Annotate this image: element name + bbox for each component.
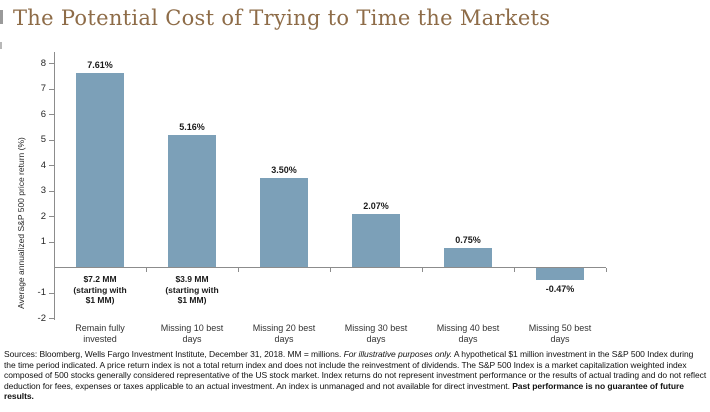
y-axis-tick [49,190,54,192]
bar [352,214,400,267]
bar [168,135,216,267]
y-axis-tick [49,241,54,243]
y-axis-tick [49,88,54,90]
y-axis-tick [49,139,54,141]
bar [260,177,308,267]
bar [76,72,124,267]
x-axis-tick [238,268,239,272]
y-axis-tick-label: -2 [37,312,46,324]
x-axis-tick [54,268,55,272]
y-axis-tick [49,63,54,64]
left-edge-mark [0,10,3,24]
y-axis-tick-label: 5 [40,134,46,145]
source-footnote: Sources: Bloomberg, Wells Fargo Investme… [4,349,707,402]
y-axis-tick-label: 2 [40,210,46,222]
x-axis-category-label: Missing 20 best days [252,323,316,344]
footnote-sources: Sources: Bloomberg, Wells Fargo Investme… [4,349,344,359]
footnote-illustrative: For illustrative purposes only. [343,349,452,359]
y-axis-tick [49,165,54,166]
bar-annotation: $7.2 MM (starting with $1 MM) [73,274,127,305]
bar-data-label: 0.75% [455,234,481,245]
bar-data-label: 5.16% [179,122,205,133]
bar [536,268,584,280]
bar-data-label: 3.50% [271,164,297,175]
x-axis-tick [422,268,423,272]
y-axis-tick-label: 1 [40,236,46,247]
x-axis-tick [330,268,331,272]
y-axis-tick-label: 7 [40,83,46,94]
left-edge-mark-small [0,42,2,49]
bar-data-label: 7.61% [87,59,113,70]
footnote-disclaimer: Past performance is no guarantee of futu… [4,380,684,402]
y-axis-tick [49,216,54,217]
y-axis-tick [49,318,54,319]
y-axis-tick [49,114,54,115]
chart-title: The Potential Cost of Trying to Time the… [13,6,551,30]
bar-data-label: -0.47% [545,283,575,294]
y-axis-tick-label: 4 [40,159,46,171]
x-axis-tick [514,268,515,272]
bar-data-label: 2.07% [363,201,389,212]
y-axis-tick-label: 3 [40,185,46,196]
footnote-body: A hypothetical $1 million investment in … [4,349,707,391]
x-axis-category-label: Remain fully invested [75,323,125,344]
x-axis-category-label: Missing 50 best days [528,323,592,344]
y-axis-tick-label: 8 [40,57,46,69]
y-axis-line [54,52,55,320]
x-axis-category-label: Missing 30 best days [344,323,408,344]
bar [444,247,492,267]
y-axis-tick-label: 6 [40,108,46,120]
x-axis-tick [606,268,607,272]
x-axis-category-label: Missing 40 best days [436,323,500,344]
bar-chart: Average annualized S&P 500 price return … [0,38,710,348]
x-axis-tick [146,268,147,272]
x-axis-line [54,267,606,268]
y-axis-tick-label: -1 [37,287,46,298]
bar-annotation: $3.9 MM (starting with $1 MM) [165,274,219,305]
x-axis-category-label: Missing 10 best days [160,323,224,344]
y-axis-tick [49,292,54,294]
